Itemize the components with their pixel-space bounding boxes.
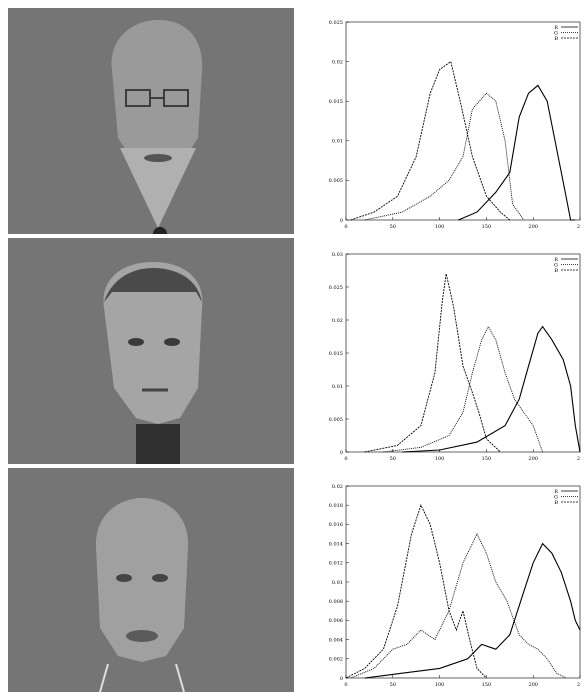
histogram-chart-3: 0 0.002 0.004 0.006 0.008 0.01 0.012 0.014 0.016… bbox=[300, 482, 584, 692]
y-tick-label: 0.025 bbox=[329, 20, 343, 26]
x-tick-label: 100 bbox=[435, 456, 445, 462]
x-tick-label: 200 bbox=[528, 456, 538, 462]
plot-frame bbox=[346, 22, 580, 220]
series-line-r bbox=[402, 327, 580, 452]
y-tick-label: 0.01 bbox=[332, 384, 343, 390]
y-tick-label: 0.01 bbox=[332, 580, 343, 586]
y-tick-label: 0.01 bbox=[332, 139, 343, 145]
y-tick-label: 0.005 bbox=[329, 417, 343, 423]
x-tick-label: 200 bbox=[528, 224, 538, 230]
x-tick-label: 2 bbox=[577, 456, 580, 462]
face-photo-3 bbox=[8, 468, 294, 692]
y-tick-label: 0.015 bbox=[329, 351, 343, 357]
y-tick-label: 0.015 bbox=[329, 99, 343, 105]
legend-label-b: B bbox=[554, 268, 558, 274]
legend-label-b: B bbox=[554, 500, 558, 506]
plot-frame bbox=[346, 254, 580, 452]
x-tick-label: 200 bbox=[528, 682, 538, 688]
y-tick-label: 0.002 bbox=[329, 657, 343, 663]
y-tick-label: 0.016 bbox=[329, 522, 343, 528]
y-tick-label: 0.025 bbox=[329, 285, 343, 291]
y-tick-label: 0 bbox=[340, 218, 343, 224]
face-photo-1 bbox=[8, 8, 294, 234]
series-line-g bbox=[383, 327, 542, 452]
x-tick-label: 0 bbox=[344, 682, 347, 688]
face-photo-2 bbox=[8, 238, 294, 464]
y-tick-label: 0.004 bbox=[329, 637, 343, 643]
y-tick-label: 0.02 bbox=[332, 484, 343, 490]
x-tick-label: 50 bbox=[390, 456, 396, 462]
y-tick-label: 0.014 bbox=[329, 541, 343, 547]
x-tick-label: 100 bbox=[435, 224, 445, 230]
x-tick-label: 150 bbox=[482, 224, 492, 230]
x-tick-label: 2 bbox=[577, 224, 580, 230]
series-line-g bbox=[351, 534, 566, 678]
histogram-chart-2: 0 0.005 0.01 0.015 0.02 0.025 0.03 0 50 100 150 200… bbox=[300, 250, 584, 466]
plot-frame bbox=[346, 486, 580, 678]
y-tick-label: 0.012 bbox=[329, 561, 343, 567]
series-line-b bbox=[365, 274, 501, 452]
y-tick-label: 0 bbox=[340, 450, 343, 456]
series-line-b bbox=[346, 505, 486, 678]
x-tick-label: 150 bbox=[482, 456, 492, 462]
y-tick-label: 0.008 bbox=[329, 599, 343, 605]
x-tick-label: 50 bbox=[390, 682, 396, 688]
y-tick-label: 0 bbox=[340, 676, 343, 682]
y-tick-label: 0.02 bbox=[332, 59, 343, 65]
series-line-r bbox=[365, 544, 580, 678]
y-tick-label: 0.005 bbox=[329, 178, 343, 184]
legend-label-b: B bbox=[554, 36, 558, 42]
x-tick-label: 150 bbox=[482, 682, 492, 688]
series-line-g bbox=[365, 93, 524, 220]
x-tick-label: 0 bbox=[344, 224, 347, 230]
x-tick-label: 0 bbox=[344, 456, 347, 462]
histogram-chart-1: 0 0.005 0.01 0.015 0.02 0.025 0 50 100 150 200 2 R G B bbox=[300, 18, 584, 234]
x-tick-label: 2 bbox=[577, 682, 580, 688]
x-tick-label: 100 bbox=[435, 682, 445, 688]
y-tick-label: 0.018 bbox=[329, 503, 343, 509]
y-tick-label: 0.006 bbox=[329, 618, 343, 624]
x-tick-label: 50 bbox=[390, 224, 396, 230]
y-tick-label: 0.03 bbox=[332, 252, 343, 258]
y-tick-label: 0.02 bbox=[332, 318, 343, 324]
